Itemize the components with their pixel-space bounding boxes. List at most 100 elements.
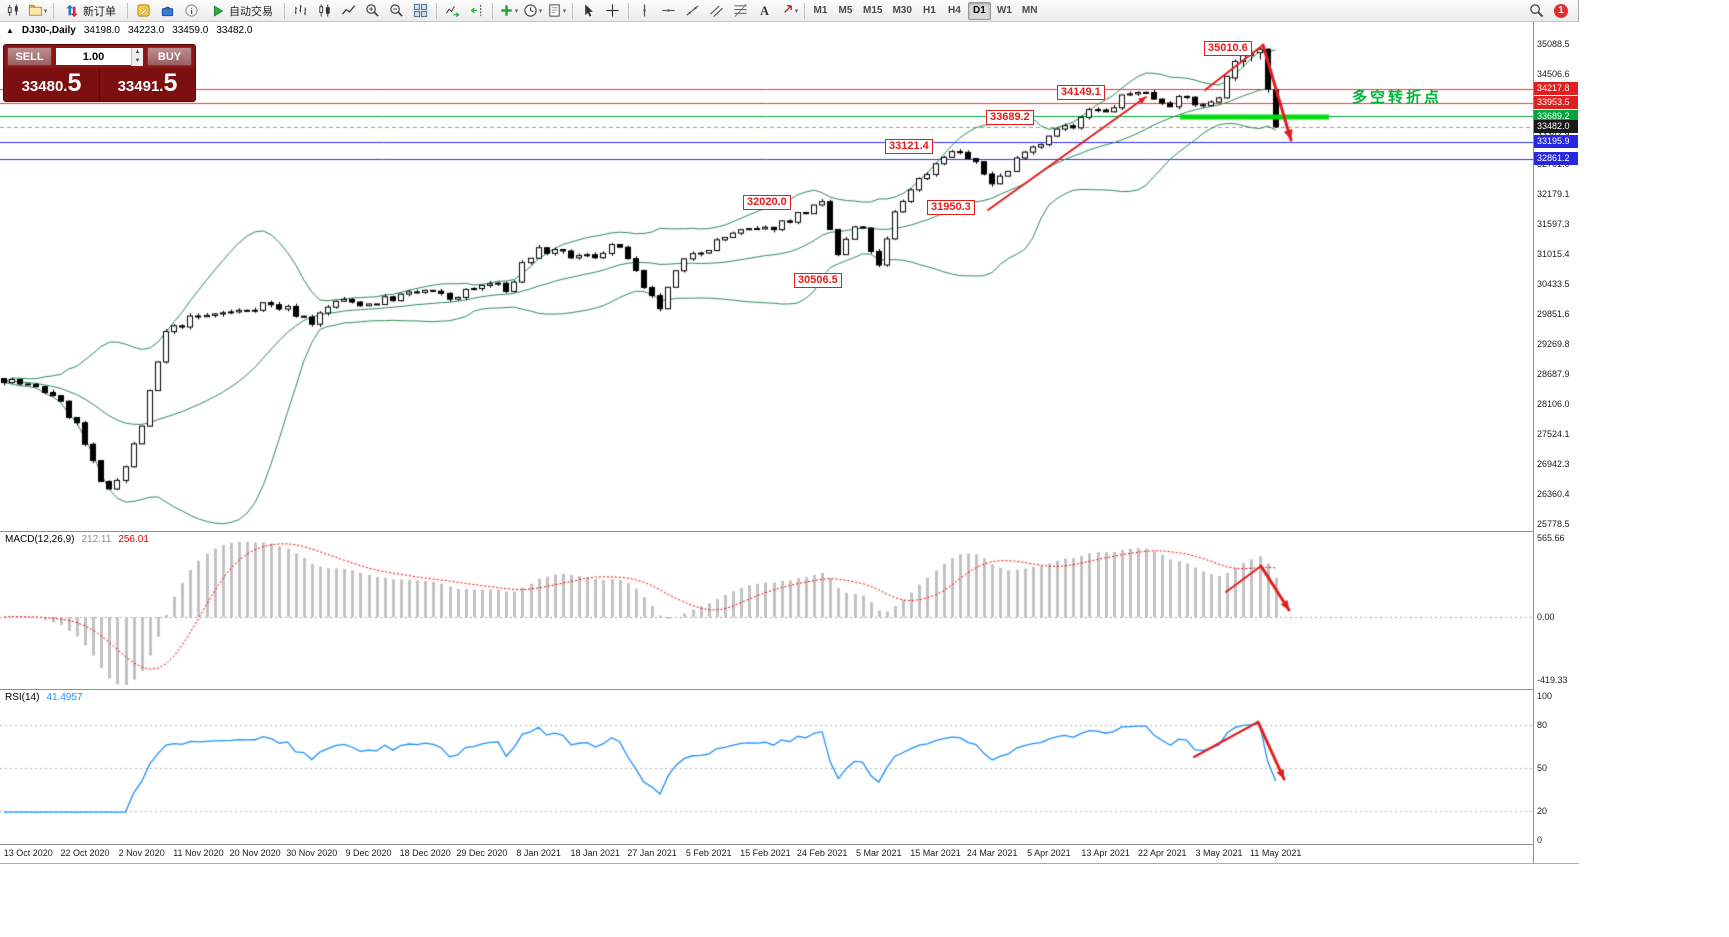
timeframe-mn[interactable]: MN: [1021, 5, 1038, 16]
price-annotation-30506.5[interactable]: 30506.5: [794, 273, 842, 288]
macd-value-main: 212.11: [81, 534, 112, 545]
sell-button[interactable]: SELL: [7, 47, 52, 66]
price-annotation-33689.2[interactable]: 33689.2: [986, 110, 1034, 125]
timeframe-h1[interactable]: H1: [923, 5, 936, 16]
timeframe-w1[interactable]: W1: [996, 5, 1012, 16]
price-tick: 28687.9: [1537, 369, 1570, 379]
crosshair-icon[interactable]: [601, 1, 624, 21]
rsi-name: RSI(14): [5, 692, 40, 703]
svg-text:A: A: [760, 4, 769, 18]
timeframe-m30[interactable]: M30: [892, 5, 912, 16]
timeframe-h4[interactable]: H4: [948, 5, 961, 16]
svg-text:i: i: [190, 6, 193, 16]
ask-price-big-digit: 5: [163, 69, 178, 97]
rsi-scale-tick: 20: [1537, 806, 1548, 817]
volume-up-icon[interactable]: ▲: [132, 47, 143, 57]
toolbar-separator: [628, 2, 629, 19]
price-annotation-32020.0[interactable]: 32020.0: [743, 195, 791, 210]
price-annotation-33121.4[interactable]: 33121.4: [885, 139, 933, 154]
price-level-label-33195.9: 33195.9: [1534, 135, 1578, 149]
vertical-line-icon[interactable]: [633, 1, 656, 21]
volume-down-icon[interactable]: ▼: [132, 56, 143, 66]
ask-price[interactable]: 33491. 5: [99, 68, 195, 101]
volume-input[interactable]: [56, 50, 131, 63]
bars-chart-type-icon[interactable]: [289, 1, 312, 21]
algo-trading-button[interactable]: 自动交易: [204, 1, 280, 21]
horizontal-line-icon[interactable]: [657, 1, 680, 21]
text-tool-icon[interactable]: A: [753, 1, 776, 21]
chart-canvas[interactable]: [0, 22, 1533, 863]
new-chart-icon[interactable]: [2, 1, 25, 21]
chevron-down-icon: ▾: [794, 7, 799, 15]
toolbar-separator: [436, 2, 437, 19]
rsi-panel-divider[interactable]: [0, 689, 1579, 690]
price-annotation-34149.1[interactable]: 34149.1: [1057, 85, 1105, 100]
ask-price-main: 33491.: [117, 78, 164, 95]
chevron-down-icon: ▾: [514, 7, 519, 15]
macd-scale-tick: -419.33: [1537, 675, 1568, 685]
trade-panel-prices: 33480. 5 33491. 5: [4, 68, 195, 101]
periods-clock-icon[interactable]: ▾: [521, 1, 544, 21]
templates-icon[interactable]: ▾: [545, 1, 568, 21]
price-tick: 27524.1: [1537, 429, 1570, 439]
market-icon[interactable]: [156, 1, 179, 21]
notification-badge[interactable]: 1: [1554, 3, 1568, 18]
one-click-trading-panel: SELL ▲ ▼ BUY 33480.5 33491.5: [3, 44, 196, 102]
candles-chart-type-icon[interactable]: [313, 1, 336, 21]
auto-scroll-icon[interactable]: [441, 1, 464, 21]
volume-spinner: ▲ ▼: [131, 47, 143, 66]
shapes-icon[interactable]: ▾: [777, 1, 800, 21]
rsi-scale-tick: 80: [1537, 719, 1548, 730]
line-chart-type-icon[interactable]: [337, 1, 360, 21]
cursor-icon[interactable]: [577, 1, 600, 21]
chart-profiles-icon[interactable]: ▾: [26, 1, 49, 21]
chevron-down-icon: ▾: [538, 7, 543, 15]
price-annotation-31950.3[interactable]: 31950.3: [927, 200, 975, 215]
trade-panel-controls: SELL ▲ ▼ BUY: [4, 45, 195, 68]
macd-scale-tick: 565.66: [1537, 533, 1565, 543]
trendline-icon[interactable]: [681, 1, 704, 21]
macd-panel-divider[interactable]: [0, 531, 1579, 532]
toolbar: ▾ 新订单 i 自动交易 ▾ ▾ ▾: [0, 0, 1578, 22]
chevron-down-icon: ▾: [562, 7, 567, 15]
algo-trading-label: 自动交易: [229, 5, 273, 18]
ohlc-open: 34198.0: [83, 25, 120, 36]
rsi-value: 41.4957: [46, 692, 83, 703]
rsi-label-row: RSI(14) 41.4957: [5, 692, 83, 703]
price-level-label-33482.0: 33482.0: [1534, 120, 1578, 134]
price-annotation-35010.6[interactable]: 35010.6: [1204, 41, 1252, 56]
help-icon[interactable]: i: [180, 1, 203, 21]
metaeditor-icon[interactable]: [132, 1, 155, 21]
tile-windows-icon[interactable]: [409, 1, 432, 21]
chevron-down-icon: ▾: [43, 7, 48, 15]
zoom-in-icon[interactable]: [361, 1, 384, 21]
one-click-panel-toggle[interactable]: ▲: [6, 26, 14, 35]
turning-point-label[interactable]: 多空转折点: [1352, 89, 1443, 106]
ohlc-high: 34223.0: [128, 25, 165, 36]
toolbar-separator: [53, 2, 54, 19]
price-tick: 28106.0: [1537, 399, 1570, 409]
chart-shift-icon[interactable]: [465, 1, 488, 21]
channel-icon[interactable]: [705, 1, 728, 21]
timeframe-m5[interactable]: M5: [838, 5, 853, 16]
timeframe-m1[interactable]: M1: [813, 5, 828, 16]
bid-price[interactable]: 33480. 5: [4, 68, 99, 101]
price-tick: 29851.6: [1537, 309, 1570, 319]
toolbar-right-group: 1: [1525, 1, 1576, 21]
price-tick: 26942.3: [1537, 459, 1570, 469]
add-indicator-icon[interactable]: ▾: [497, 1, 520, 21]
date-axis-divider: [0, 844, 1579, 845]
search-icon[interactable]: [1525, 1, 1548, 21]
price-tick: 26360.4: [1537, 489, 1570, 499]
mt-terminal-window: ▾ 新订单 i 自动交易 ▾ ▾ ▾: [0, 0, 1579, 864]
fibonacci-icon[interactable]: [729, 1, 752, 21]
buy-button[interactable]: BUY: [147, 47, 192, 66]
price-tick: 30433.5: [1537, 279, 1570, 289]
timeframe-d1[interactable]: D1: [967, 1, 991, 20]
zoom-out-icon[interactable]: [385, 1, 408, 21]
price-level-label-32861.2: 32861.2: [1534, 152, 1578, 166]
price-tick: 31015.4: [1537, 249, 1570, 259]
timeframe-m15[interactable]: M15: [863, 5, 883, 16]
price-axis[interactable]: 35088.534506.633924.833342.932761.032179…: [1534, 22, 1579, 863]
new-order-button[interactable]: 新订单: [58, 1, 123, 21]
